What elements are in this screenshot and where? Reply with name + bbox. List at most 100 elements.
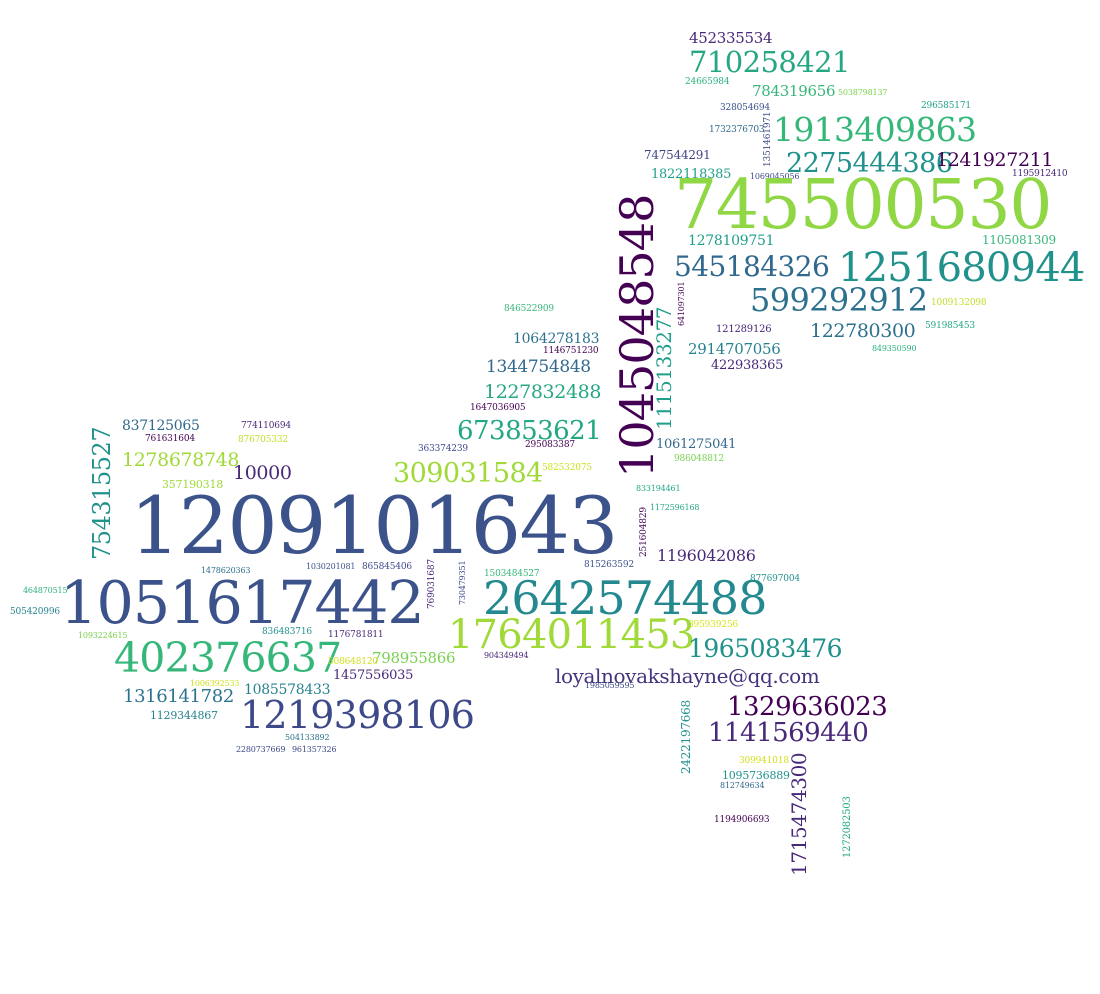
word-cloud-word: 1194906693 bbox=[714, 815, 770, 825]
word-cloud-word: 961357326 bbox=[292, 745, 337, 754]
word-cloud-word: 1822118385 bbox=[651, 167, 732, 182]
word-cloud-word: 309031584 bbox=[393, 458, 543, 489]
word-cloud-word: 1344754848 bbox=[486, 357, 591, 377]
word-cloud-word: 2642574488 bbox=[483, 571, 767, 625]
word-cloud-word: 837125065 bbox=[122, 418, 200, 434]
word-cloud-word: 296585171 bbox=[921, 101, 971, 111]
word-cloud-word: 865845406 bbox=[362, 562, 412, 572]
word-cloud-word: 599292912 bbox=[750, 281, 928, 319]
word-cloud-word: 1069045056 bbox=[750, 172, 800, 181]
word-cloud-word: 1051617442 bbox=[60, 568, 425, 637]
word-cloud-word: 5038798137 bbox=[838, 88, 888, 97]
word-cloud-word: 754315527 bbox=[88, 426, 116, 560]
word-cloud-word: 1251680944 bbox=[838, 245, 1085, 291]
word-cloud-word: 1329636023 bbox=[727, 692, 888, 722]
word-cloud-word: 363374239 bbox=[418, 444, 468, 454]
word-cloud-word: 1064278183 bbox=[513, 331, 600, 347]
word-cloud-word: 1503484527 bbox=[484, 569, 540, 579]
word-cloud-word: 1278678748 bbox=[122, 449, 240, 471]
word-cloud-word: 1732376703 bbox=[709, 125, 765, 135]
word-cloud-word: 774110694 bbox=[241, 421, 291, 431]
word-cloud-word: 1030201081 bbox=[306, 562, 356, 571]
word-cloud-word: 1095736889 bbox=[722, 769, 790, 782]
word-cloud-word: 10000 bbox=[233, 462, 292, 484]
word-cloud-word: 1715474300 bbox=[787, 752, 811, 876]
word-cloud-word: 784319656 bbox=[752, 82, 836, 100]
word-cloud-word: 1764011453 bbox=[448, 612, 695, 658]
word-cloud-word: 1196042086 bbox=[657, 546, 756, 565]
word-cloud-word: 1141569440 bbox=[708, 718, 869, 748]
word-cloud-word: 295083387 bbox=[525, 440, 575, 450]
word-cloud-word: 877697004 bbox=[750, 574, 800, 584]
word-cloud-word: 769031687 bbox=[427, 559, 437, 609]
word-cloud-word: 24665984 bbox=[685, 77, 730, 87]
word-cloud-word: 251604829 bbox=[639, 507, 649, 557]
word-cloud-word: 2275444386 bbox=[786, 148, 953, 179]
word-cloud-word: 730479351 bbox=[458, 560, 467, 605]
word-cloud-word: 1278109751 bbox=[688, 233, 775, 249]
word-cloud-word: 1272082503 bbox=[842, 796, 853, 858]
word-cloud-word: 1241927211 bbox=[936, 149, 1054, 171]
word-cloud-word: 1647036905 bbox=[470, 403, 526, 413]
word-cloud-word: 1985059595 bbox=[585, 681, 635, 690]
word-cloud-word: 1176781811 bbox=[328, 630, 384, 640]
word-cloud-word: 1195912410 bbox=[1012, 169, 1068, 179]
word-cloud-word: 591985453 bbox=[925, 321, 975, 331]
word-cloud-word: loyalnovakshayne@qq.com bbox=[555, 664, 820, 688]
word-cloud-word: 747544291 bbox=[644, 148, 711, 162]
word-cloud-word: 815263592 bbox=[584, 560, 634, 570]
word-cloud-word: 895939256 bbox=[688, 620, 738, 630]
word-cloud-word: 357190318 bbox=[162, 478, 224, 491]
word-cloud-word: 402376637 bbox=[114, 634, 342, 682]
word-cloud-word: 1478620363 bbox=[201, 566, 251, 575]
word-cloud-word: 1129344867 bbox=[150, 709, 218, 722]
word-cloud-word: 504133892 bbox=[285, 733, 330, 742]
word-cloud-word: 309941018 bbox=[739, 756, 789, 766]
word-cloud-word: 876705332 bbox=[238, 435, 288, 445]
word-cloud-word: 1351461971 bbox=[763, 111, 773, 167]
word-cloud-word: 1219398106 bbox=[240, 693, 475, 737]
word-cloud-word: 836483716 bbox=[262, 627, 312, 637]
word-cloud-word: 121289126 bbox=[716, 324, 772, 335]
word-cloud-word: 2422197668 bbox=[679, 700, 693, 774]
word-cloud-word: 2280737669 bbox=[236, 745, 286, 754]
word-cloud-word: 122780300 bbox=[810, 320, 916, 342]
word-cloud-word: 833194461 bbox=[636, 484, 681, 493]
word-cloud-word: 1061275041 bbox=[656, 437, 737, 452]
word-cloud-word: 1913409863 bbox=[773, 110, 977, 149]
word-cloud-word: 508648120 bbox=[328, 657, 378, 667]
word-cloud-word: 798955866 bbox=[372, 649, 456, 667]
word-cloud-word: 812749634 bbox=[720, 781, 765, 790]
word-cloud-word: 422938365 bbox=[711, 358, 784, 373]
word-cloud-word: 846522909 bbox=[504, 304, 554, 314]
word-cloud-word: 1146751230 bbox=[543, 346, 599, 356]
word-cloud-word: 1085578433 bbox=[244, 682, 331, 698]
word-cloud-word: 1172596168 bbox=[650, 503, 700, 512]
word-cloud-word: 328054694 bbox=[720, 103, 770, 113]
word-cloud-word: 1105081309 bbox=[982, 233, 1056, 247]
word-cloud-word: 1009132098 bbox=[931, 298, 987, 308]
word-cloud-word: 464870515 bbox=[23, 586, 68, 595]
word-cloud-word: 1227832488 bbox=[484, 381, 602, 403]
word-cloud-word: 1965083476 bbox=[688, 634, 843, 663]
word-cloud-word: 545184326 bbox=[674, 250, 830, 283]
word-cloud-word: 1093224615 bbox=[78, 631, 128, 640]
word-cloud-word: 505420996 bbox=[10, 607, 60, 617]
word-cloud-word: 745500530 bbox=[674, 166, 1053, 245]
word-cloud-word: 710258421 bbox=[689, 45, 850, 79]
word-cloud-word: 452335534 bbox=[689, 29, 773, 47]
word-cloud-word: 2914707056 bbox=[688, 340, 781, 358]
word-cloud-word: 1006392533 bbox=[190, 679, 240, 688]
word-cloud-word: 641097301 bbox=[677, 281, 686, 326]
word-cloud-word: 904349494 bbox=[484, 651, 529, 660]
word-cloud-word: 1316141782 bbox=[123, 686, 234, 707]
word-cloud-word: 761631604 bbox=[145, 434, 195, 444]
word-cloud-word: 673853621 bbox=[457, 416, 602, 446]
word-cloud-word: 849350590 bbox=[872, 344, 917, 353]
word-cloud-word: 1209101643 bbox=[130, 480, 618, 572]
word-cloud-word: 1115133277 bbox=[652, 306, 676, 430]
word-cloud-word: 1457556035 bbox=[333, 668, 414, 683]
word-cloud-word: 986048812 bbox=[674, 454, 724, 464]
word-cloud-word: 582532075 bbox=[542, 463, 592, 473]
